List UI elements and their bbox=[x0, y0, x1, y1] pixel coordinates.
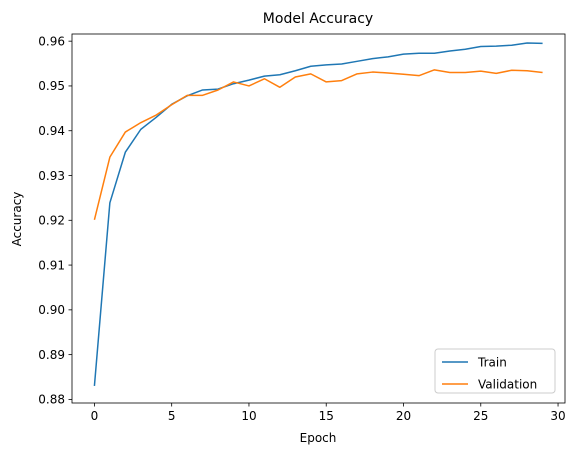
y-tick-label: 0.96 bbox=[38, 34, 65, 48]
y-tick-label: 0.95 bbox=[38, 79, 65, 93]
y-tick-label: 0.88 bbox=[38, 393, 65, 407]
x-tick-label: 15 bbox=[319, 409, 334, 423]
x-tick-label: 5 bbox=[168, 409, 176, 423]
y-tick-label: 0.93 bbox=[38, 169, 65, 183]
x-axis-ticks: 0 5 10 15 20 25 30 bbox=[91, 403, 566, 423]
legend-label-train: Train bbox=[477, 355, 507, 369]
x-axis-label: Epoch bbox=[300, 431, 337, 445]
y-tick-label: 0.94 bbox=[38, 124, 65, 138]
x-tick-label: 30 bbox=[550, 409, 565, 423]
y-axis-label: Accuracy bbox=[10, 192, 24, 247]
series-line-validation bbox=[93, 69, 543, 221]
series-layer bbox=[93, 42, 543, 387]
legend: Train Validation bbox=[434, 348, 556, 394]
x-tick-label: 0 bbox=[91, 409, 99, 423]
plot-frame bbox=[71, 33, 566, 404]
x-tick-label: 20 bbox=[396, 409, 411, 423]
y-tick-label: 0.89 bbox=[38, 348, 65, 362]
y-tick-label: 0.91 bbox=[38, 258, 65, 272]
chart-title: Model Accuracy bbox=[263, 11, 373, 27]
legend-label-validation: Validation bbox=[478, 377, 537, 391]
series-line-train bbox=[93, 42, 543, 387]
x-tick-label: 25 bbox=[473, 409, 488, 423]
y-tick-label: 0.90 bbox=[38, 303, 65, 317]
y-tick-label: 0.92 bbox=[38, 214, 65, 228]
legend-box bbox=[434, 348, 556, 394]
y-axis-ticks: 0.88 0.89 0.90 0.91 0.92 0.93 0.94 0.95 0.96 bbox=[38, 34, 72, 407]
x-tick-label: 10 bbox=[241, 409, 256, 423]
plot-area bbox=[71, 33, 566, 404]
